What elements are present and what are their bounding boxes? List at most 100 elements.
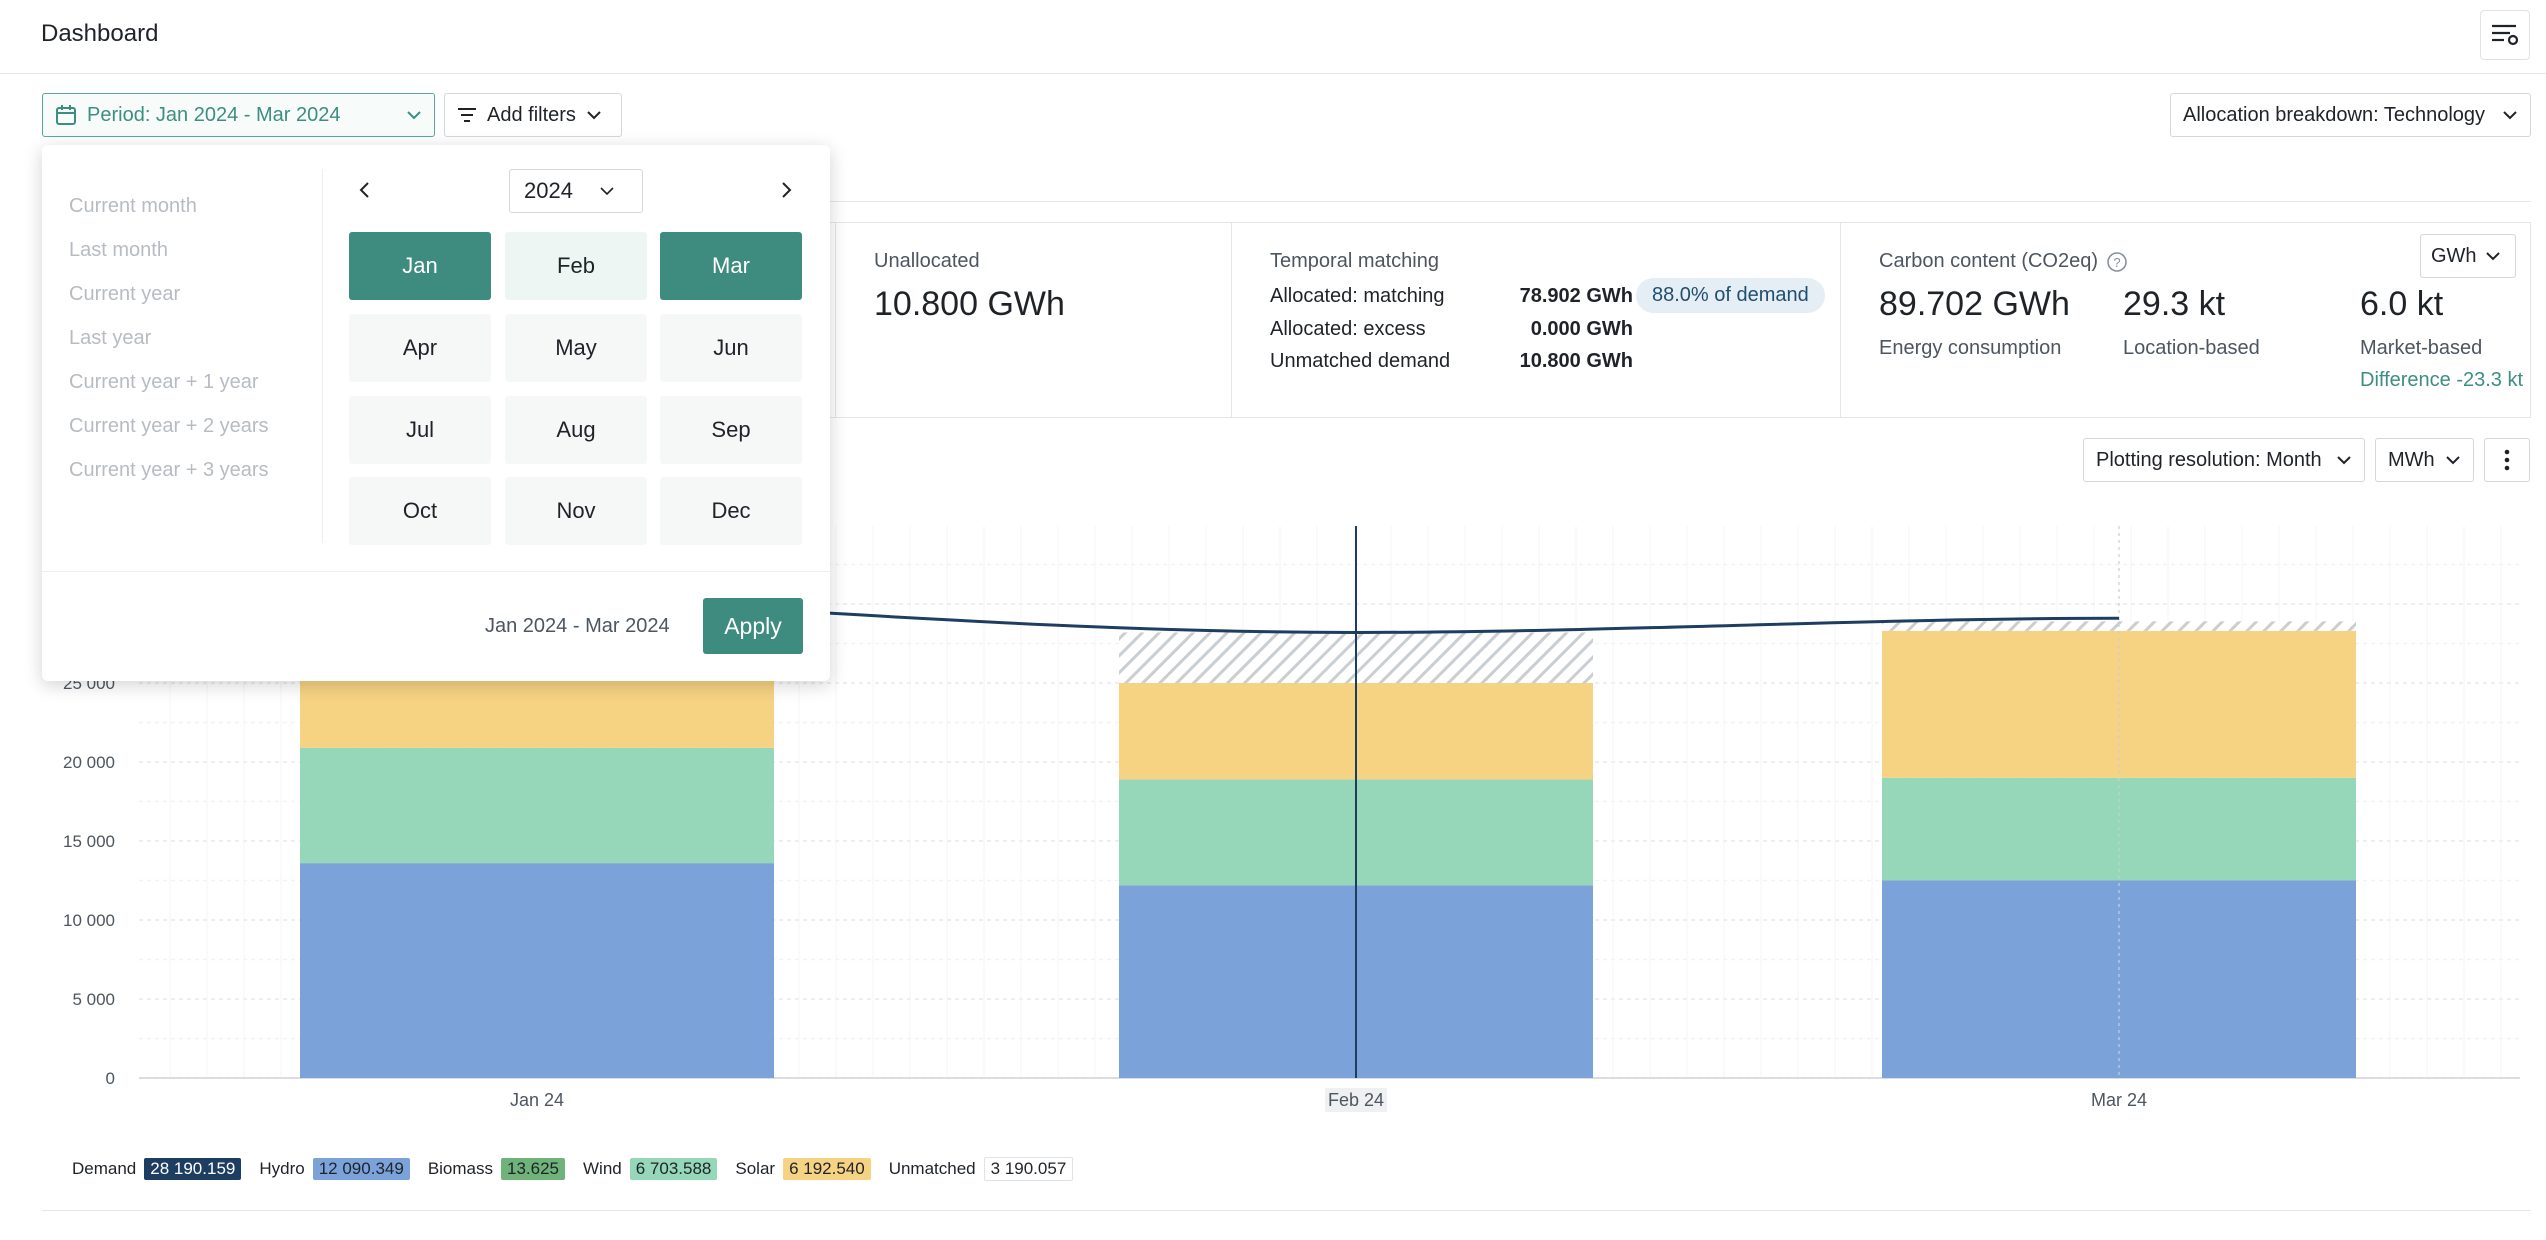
y-tick-label: 10 000 — [63, 911, 115, 930]
chevron-down-icon — [2503, 111, 2517, 120]
y-tick-label: 0 — [106, 1069, 115, 1088]
chevron-down-icon — [600, 187, 614, 196]
selected-range-text: Jan 2024 - Mar 2024 — [485, 615, 670, 637]
next-year-button[interactable] — [772, 175, 802, 205]
previous-year-button[interactable] — [349, 175, 379, 205]
month-may[interactable]: May — [505, 314, 647, 382]
legend-label: Hydro — [259, 1159, 305, 1178]
period-preset-option[interactable]: Current year — [69, 283, 181, 305]
page-title: Dashboard — [41, 20, 159, 47]
month-aug[interactable]: Aug — [505, 396, 647, 464]
help-icon[interactable]: ? — [2106, 251, 2128, 273]
unallocated-label: Unallocated — [874, 250, 980, 272]
bar-segment-hydro[interactable] — [1882, 880, 2356, 1079]
svg-text:?: ? — [2113, 255, 2120, 270]
filter-icon — [458, 108, 476, 122]
card-divider — [835, 223, 836, 417]
month-mar[interactable]: Mar — [660, 232, 802, 300]
legend-item-solar[interactable]: Solar 6 192.540 — [735, 1158, 871, 1180]
period-preset-option[interactable]: Current year + 1 year — [69, 371, 259, 393]
legend-item-wind[interactable]: Wind 6 703.588 — [583, 1158, 718, 1180]
bar-segment-wind[interactable] — [300, 747, 774, 864]
legend-item-unmatched[interactable]: Unmatched 3 190.057 — [889, 1157, 1074, 1181]
energy-consumption-label: Energy consumption — [1879, 337, 2062, 359]
legend-label: Wind — [583, 1159, 622, 1178]
x-tick-label: Feb 24 — [1328, 1090, 1384, 1110]
add-filters-button[interactable]: Add filters — [444, 93, 622, 137]
apply-button[interactable]: Apply — [703, 598, 803, 654]
card-divider — [1840, 223, 1841, 417]
month-dec[interactable]: Dec — [660, 477, 802, 545]
legend-label: Unmatched — [888, 1159, 976, 1178]
legend-label: Biomass — [427, 1159, 493, 1178]
legend-value: 28 190.159 — [144, 1158, 242, 1180]
top-bar: Dashboard — [0, 0, 2546, 74]
chevron-down-icon — [407, 111, 421, 120]
month-sep[interactable]: Sep — [660, 396, 802, 464]
period-preset-option[interactable]: Current year + 2 years — [69, 415, 269, 437]
carbon-content-label: Carbon content (CO2eq) — [1879, 250, 2099, 272]
month-oct[interactable]: Oct — [349, 477, 491, 545]
market-based-value: 6.0 kt — [2360, 285, 2444, 323]
legend-value: 12 090.349 — [312, 1158, 410, 1180]
allocated-excess-label: Allocated: excess — [1270, 318, 1426, 340]
bar-segment-solar[interactable] — [1882, 630, 2356, 778]
plotting-resolution-select[interactable]: Plotting resolution: Month — [2083, 438, 2365, 482]
calendar-icon — [56, 105, 76, 125]
unmatched-demand-value: 10.800 GWh — [1519, 350, 1633, 372]
y-tick-label: 20 000 — [63, 753, 115, 772]
settings-sliders-icon — [2492, 24, 2519, 46]
popup-footer-divider — [42, 571, 830, 572]
plotting-resolution-label: Plotting resolution: Month — [2096, 448, 2322, 471]
market-based-label: Market-based — [2360, 337, 2483, 359]
period-preset-option[interactable]: Last month — [69, 239, 168, 261]
location-based-label: Location-based — [2123, 337, 2260, 359]
allocation-breakdown-label: Allocation breakdown: Technology — [2183, 103, 2486, 126]
allocation-breakdown-select[interactable]: Allocation breakdown: Technology — [2170, 93, 2531, 137]
month-jan[interactable]: Jan — [349, 232, 491, 300]
carbon-unit-select[interactable]: GWh — [2420, 234, 2516, 278]
period-label: Period: Jan 2024 - Mar 2024 — [87, 103, 341, 126]
carbon-unit-label: GWh — [2431, 244, 2477, 267]
dashboard-settings-button[interactable] — [2480, 10, 2530, 60]
legend-item-demand[interactable]: Demand 28 190.159 — [72, 1158, 242, 1180]
period-preset-option[interactable]: Last year — [69, 327, 152, 349]
period-preset-option[interactable]: Current year + 3 years — [69, 459, 269, 481]
demand-line — [536, 526, 2120, 1078]
legend-item-biomass[interactable]: Biomass 13.625 — [428, 1158, 565, 1180]
allocated-excess-value: 0.000 GWh — [1530, 318, 1633, 340]
add-filters-label: Add filters — [487, 103, 576, 126]
period-picker-popup: Current month Last month Current year Last … — [42, 145, 830, 681]
y-tick-label: 5 000 — [72, 990, 115, 1009]
chevron-right-icon — [782, 182, 792, 198]
month-jun[interactable]: Jun — [660, 314, 802, 382]
period-select-button[interactable]: Period: Jan 2024 - Mar 2024 — [42, 93, 435, 137]
carbon-content-header: Carbon content (CO2eq) ? — [1879, 250, 2128, 273]
x-tick-highlight — [1325, 1088, 1387, 1112]
carbon-difference: Difference -23.3 kt — [2360, 369, 2524, 391]
year-value: 2024 — [524, 178, 573, 203]
chevron-down-icon — [2337, 456, 2351, 465]
year-select[interactable]: 2024 — [509, 169, 643, 213]
month-jul[interactable]: Jul — [349, 396, 491, 464]
month-apr[interactable]: Apr — [349, 314, 491, 382]
popup-divider — [322, 169, 323, 543]
chevron-left-icon — [359, 182, 369, 198]
legend-item-hydro[interactable]: Hydro 12 090.349 — [259, 1158, 410, 1180]
allocated-matching-label: Allocated: matching — [1270, 285, 1445, 307]
unmatched-demand-label: Unmatched demand — [1270, 350, 1451, 372]
month-nov[interactable]: Nov — [505, 477, 647, 545]
x-tick-label: Mar 24 — [2091, 1090, 2147, 1110]
chart-legend: Demand 28 190.159 Hydro 12 090.349 Biomass 13… — [72, 1157, 1091, 1181]
bar-segment-hydro[interactable] — [300, 863, 774, 1078]
demand-share-badge: 88.0% of demand — [1636, 278, 1825, 313]
chart-more-options-button[interactable] — [2484, 438, 2530, 482]
legend-label: Demand — [72, 1159, 137, 1178]
period-preset-option[interactable]: Current month — [69, 195, 197, 217]
legend-value: 13.625 — [501, 1158, 565, 1180]
legend-value: 3 190.057 — [983, 1157, 1074, 1181]
month-feb[interactable]: Feb — [505, 232, 647, 300]
chart-unit-label: MWh — [2388, 448, 2435, 471]
chart-unit-select[interactable]: MWh — [2375, 438, 2474, 482]
